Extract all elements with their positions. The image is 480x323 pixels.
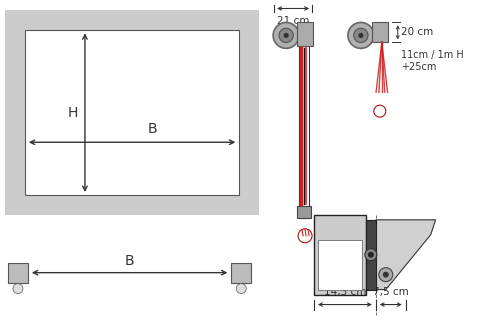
Text: B: B — [147, 122, 157, 136]
Bar — [366, 220, 376, 290]
Circle shape — [236, 284, 246, 294]
Circle shape — [354, 28, 368, 43]
Bar — [299, 47, 309, 218]
Text: 11cm / 1m H
+25cm: 11cm / 1m H +25cm — [401, 50, 464, 72]
Circle shape — [279, 28, 293, 43]
Bar — [318, 240, 362, 290]
Circle shape — [379, 268, 393, 282]
Bar — [372, 22, 388, 42]
Text: 14,5 cm: 14,5 cm — [324, 287, 366, 297]
Bar — [297, 206, 311, 218]
Circle shape — [13, 284, 23, 294]
Circle shape — [273, 22, 299, 48]
Text: 20 cm: 20 cm — [401, 27, 433, 37]
Text: 5 cm: 5 cm — [324, 220, 350, 230]
Bar — [25, 30, 239, 195]
Circle shape — [358, 33, 363, 38]
Text: 7,5 cm: 7,5 cm — [373, 287, 408, 297]
Bar — [5, 10, 259, 215]
Bar — [314, 215, 366, 295]
Circle shape — [348, 22, 374, 48]
Bar — [231, 263, 251, 283]
Text: B: B — [125, 254, 134, 268]
Bar — [297, 22, 313, 47]
Polygon shape — [376, 220, 436, 290]
Circle shape — [383, 272, 389, 278]
Text: H: H — [68, 106, 78, 120]
Circle shape — [284, 33, 288, 38]
Circle shape — [368, 252, 374, 258]
Circle shape — [365, 249, 377, 261]
Text: 21 cm: 21 cm — [277, 16, 309, 26]
Bar — [8, 263, 28, 283]
